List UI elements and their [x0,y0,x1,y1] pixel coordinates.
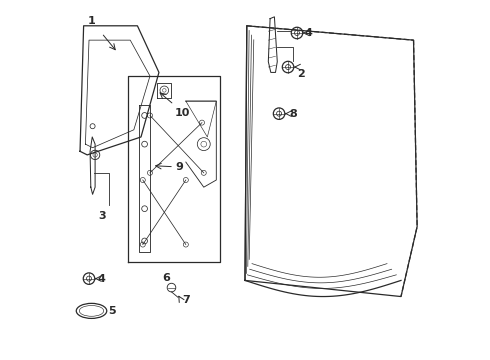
Text: 6: 6 [162,273,170,283]
Text: 4: 4 [97,274,105,284]
Text: 3: 3 [98,211,105,221]
Text: 5: 5 [108,306,116,316]
Text: 7: 7 [182,295,190,305]
Text: 2: 2 [297,69,305,79]
Text: 10: 10 [175,108,191,118]
Text: 4: 4 [304,28,312,38]
Text: 9: 9 [175,162,183,172]
Text: 8: 8 [290,109,297,119]
Text: 1: 1 [87,16,95,26]
